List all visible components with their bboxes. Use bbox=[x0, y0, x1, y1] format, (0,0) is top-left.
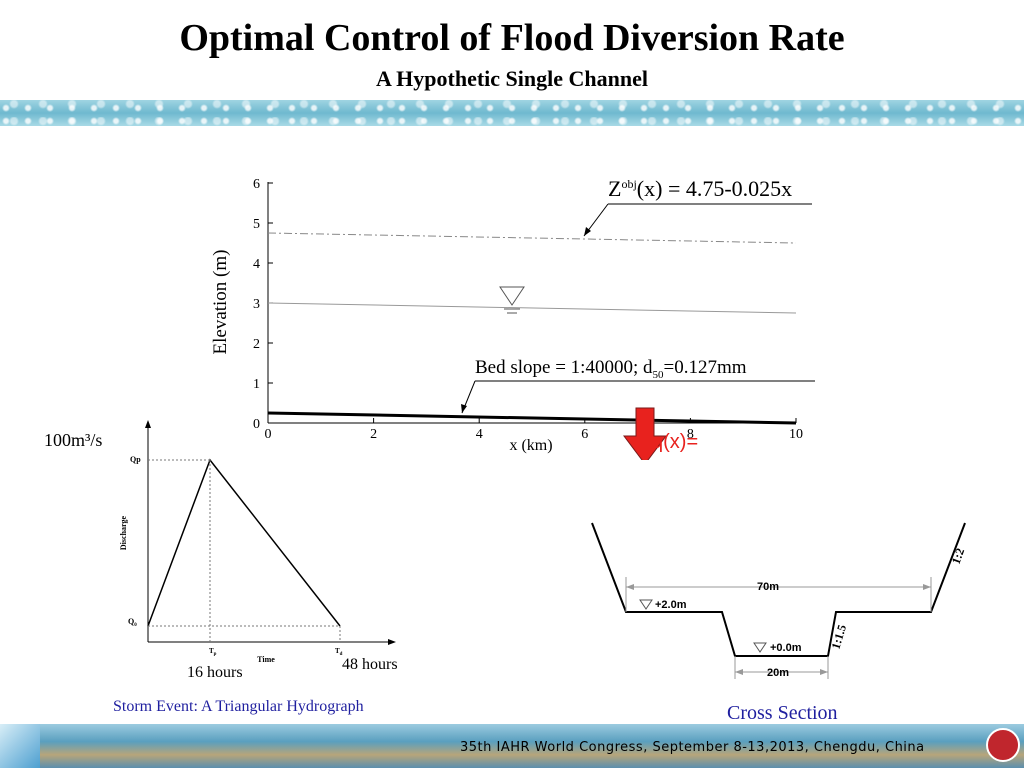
q0-label: Q0 bbox=[128, 617, 137, 628]
slope-lower-label: 1:1.5 bbox=[828, 623, 849, 651]
level-lower-label: +0.0m bbox=[770, 642, 802, 654]
y-axis-label: Elevation (m) bbox=[210, 250, 231, 355]
time-label: Time bbox=[257, 655, 275, 664]
y-tick-label: 0 bbox=[253, 417, 260, 432]
zobj-arrowhead bbox=[584, 227, 591, 236]
slide-subtitle: A Hypothetic Single Channel bbox=[376, 66, 648, 91]
level-upper-label: +2.0m bbox=[655, 599, 687, 611]
water-banner bbox=[0, 100, 1024, 126]
cross-section-caption: Cross Section bbox=[727, 702, 838, 724]
x-tick-label: 2 bbox=[370, 427, 377, 442]
slide-title: Optimal Control of Flood Diversion Rate bbox=[179, 17, 845, 59]
diversion-arrow-icon bbox=[623, 407, 667, 460]
hydrograph-caption: Storm Event: A Triangular Hydrograph bbox=[113, 698, 364, 715]
diversion-rate-label: q(x)= bbox=[652, 431, 698, 453]
elevation-plot: 0 1 2 3 4 5 6 0 2 4 6 8 10 Elevation (m)… bbox=[210, 176, 815, 460]
water-level-icon bbox=[499, 286, 525, 314]
td-hours-label: 48 hours bbox=[342, 656, 398, 673]
channel-profile bbox=[591, 522, 966, 657]
zobj-equation: Zobj(x) = 4.75-0.025x bbox=[608, 176, 792, 201]
hydrograph-plot: Qp Q0 Discharge Time Tp Td bbox=[119, 420, 396, 664]
width-bottom-label: 20m bbox=[767, 667, 789, 679]
x-tick-label: 10 bbox=[789, 427, 803, 442]
bed-slope-arrowhead bbox=[461, 404, 467, 413]
hydro-x-arrow bbox=[388, 639, 396, 645]
slope-upper-label: 1:2 bbox=[949, 546, 968, 566]
footer-bar bbox=[0, 724, 1024, 768]
tp-label: Tp bbox=[209, 647, 217, 657]
level-upper-icon bbox=[639, 599, 653, 610]
tp-hours-label: 16 hours bbox=[187, 664, 243, 681]
y-tick-label: 5 bbox=[253, 217, 260, 232]
td-label: Td bbox=[335, 647, 343, 657]
discharge-label: Discharge bbox=[119, 515, 128, 550]
hydrograph-curve bbox=[147, 458, 341, 627]
water-surface-line bbox=[267, 302, 797, 314]
width-top-label: 70m bbox=[757, 581, 779, 593]
hydro-y-arrow bbox=[145, 420, 151, 428]
qp-label: Qp bbox=[130, 455, 141, 464]
x-tick-label: 4 bbox=[476, 427, 483, 442]
x-tick-label: 8 bbox=[687, 427, 694, 442]
y-tick-label: 3 bbox=[253, 297, 260, 312]
university-logo bbox=[986, 728, 1020, 762]
y-tick-label: 1 bbox=[253, 377, 260, 392]
bed-slope-label: Bed slope = 1:40000; d50=0.127mm bbox=[475, 357, 747, 381]
objective-level-line bbox=[267, 232, 797, 244]
cross-section-diagram: 70m 20m +2.0m +0.0m 1:2 1:1.5 bbox=[591, 522, 968, 679]
footer-cube-logo bbox=[0, 724, 40, 768]
y-tick-label: 2 bbox=[253, 337, 260, 352]
x-tick-label: 0 bbox=[265, 427, 272, 442]
bed-line bbox=[267, 411, 797, 425]
level-lower-icon bbox=[753, 642, 767, 653]
x-axis-label: x (km) bbox=[509, 437, 552, 454]
x-tick-label: 6 bbox=[581, 427, 588, 442]
footer-text: 35th IAHR World Congress, September 8-13… bbox=[460, 740, 925, 755]
discharge-unit-label: 100m³/s bbox=[44, 430, 103, 450]
y-tick-label: 4 bbox=[253, 257, 260, 272]
y-tick-label: 6 bbox=[253, 177, 260, 192]
